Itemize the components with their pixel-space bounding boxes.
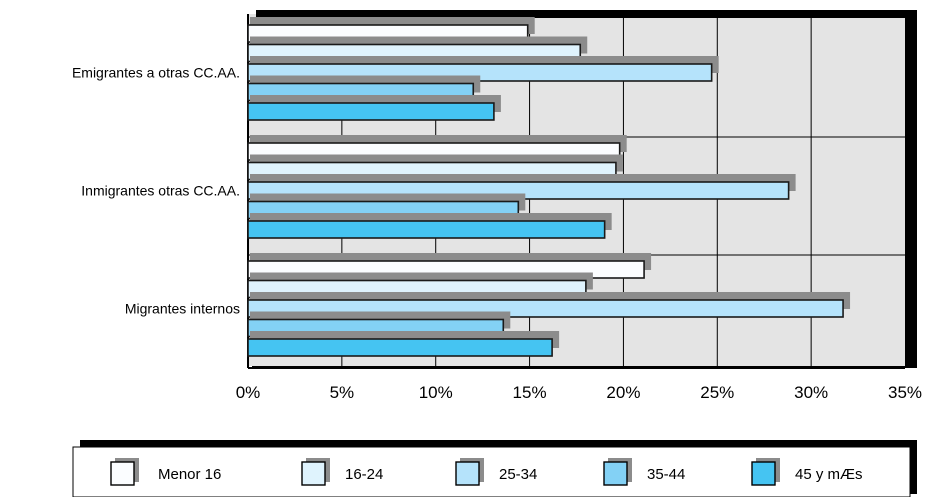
legend-swatch <box>751 461 776 486</box>
plot-top-frame <box>256 10 917 18</box>
x-tick-label: 10% <box>419 383 453 402</box>
legend-label: 25-34 <box>499 466 537 483</box>
x-tick-label: 15% <box>513 383 547 402</box>
legend-label: 35-44 <box>647 466 685 483</box>
legend-swatch <box>603 461 628 486</box>
legend-swatch <box>455 461 480 486</box>
legend: Menor 16 16-24 25-34 35-44 45 y mÆs <box>72 440 917 497</box>
category-label: Migrantes internos <box>125 301 240 317</box>
bar-45-y-mæs <box>247 338 553 357</box>
bar-45-y-mæs <box>247 220 606 239</box>
legend-swatch <box>301 461 326 486</box>
category-labels: Emigrantes a otras CC.AA. Inmigrantes otr… <box>72 65 240 317</box>
x-tick-label: 20% <box>606 383 640 402</box>
bar-45-y-mæs <box>247 102 495 121</box>
category-label: Emigrantes a otras CC.AA. <box>72 65 240 81</box>
x-tick-label: 5% <box>330 383 355 402</box>
x-tick-label: 35% <box>888 383 922 402</box>
plot-area <box>247 10 917 369</box>
legend-label: 16-24 <box>345 466 383 483</box>
legend-label: Menor 16 <box>158 466 221 483</box>
category-label: Inmigrantes otras CC.AA. <box>81 183 240 199</box>
x-axis-ticks: 0% 5% 10% 15% 20% 25% 30% 35% <box>236 383 922 402</box>
legend-label: 45 y mÆs <box>795 466 863 483</box>
x-tick-label: 0% <box>236 383 261 402</box>
x-tick-label: 30% <box>794 383 828 402</box>
x-tick-label: 25% <box>700 383 734 402</box>
legend-swatch <box>110 461 135 486</box>
